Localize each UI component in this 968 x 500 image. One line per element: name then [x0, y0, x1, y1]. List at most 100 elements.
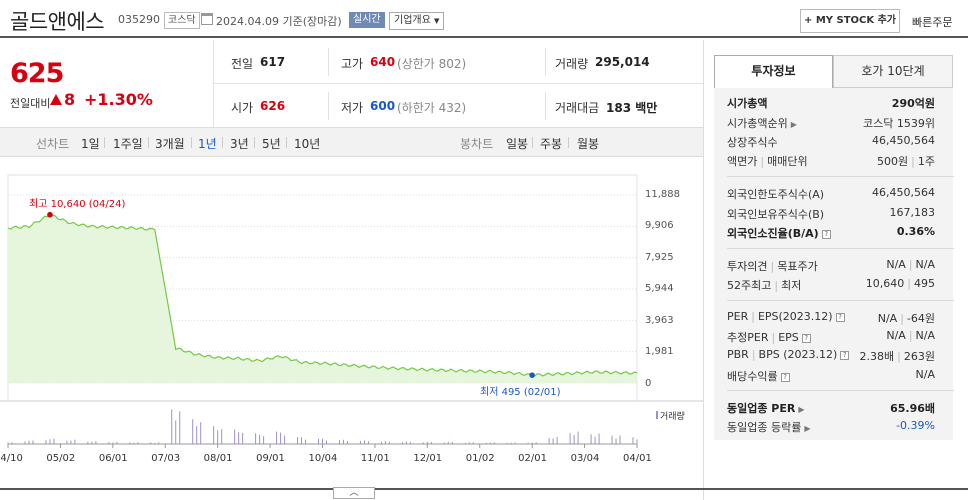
period-3m[interactable]: 3개월 — [155, 137, 185, 151]
section-divider — [727, 176, 954, 177]
bottom-border — [0, 488, 968, 490]
period-10y[interactable]: 10년 — [294, 137, 321, 151]
candle-weekly[interactable]: 주봉 — [540, 137, 563, 151]
market-cap-value: 290억원 — [891, 97, 935, 110]
period-divider — [254, 137, 255, 148]
x-tick-label: 06/01 — [98, 453, 128, 464]
low-annotation: 최저 495 (02/01) — [480, 387, 561, 398]
low-value: 600 — [370, 99, 396, 113]
help-icon[interactable]: ? — [835, 313, 845, 322]
change-label: 전일대비 — [10, 97, 51, 110]
x-tick-label: 04/01 — [623, 453, 652, 464]
x-tick-label: 04/10 — [0, 453, 23, 464]
amount-value: 183 백만 — [606, 101, 658, 115]
dividend-label: 배당수익률? — [727, 368, 790, 384]
period-1w[interactable]: 1주일 — [113, 137, 143, 151]
summary-divider — [545, 48, 546, 76]
period-divider — [104, 137, 105, 148]
low-label: 저가 — [341, 101, 364, 115]
y-tick-label: 7,925 — [645, 252, 674, 263]
volume-legend-swatch — [656, 411, 658, 419]
quick-order-label: 빠른주문 — [912, 16, 953, 29]
amount-label: 거래대금 — [555, 101, 600, 115]
pbr-bps-value: 2.38배 | 263원 — [859, 350, 935, 363]
period-divider — [286, 137, 287, 148]
change-percent: +1.30% — [84, 90, 153, 109]
market-cap-rank-value: 코스닥 1539위 — [863, 117, 935, 130]
per-eps-value: N/A | -64원 — [877, 312, 935, 325]
stock-header: 골드앤에스 035290 코스닥 2024.04.09 기준(장마감) 실시간 … — [0, 0, 968, 38]
candle-daily[interactable]: 일봉 — [506, 137, 529, 151]
help-icon[interactable]: ? — [840, 351, 850, 360]
period-1y[interactable]: 1년 — [198, 137, 217, 151]
help-icon[interactable]: ? — [801, 334, 811, 343]
chevron-down-icon: ▼ — [434, 17, 440, 25]
company-info-dropdown[interactable]: 기업개요 ▼ — [389, 12, 445, 30]
x-tick-label: 10/04 — [308, 453, 338, 464]
market-cap-rank-label[interactable]: 시가총액순위 ▶ — [727, 117, 797, 130]
open-label: 시가 — [231, 101, 254, 115]
x-tick-label: 12/01 — [413, 453, 443, 464]
y-tick-label: 1,981 — [645, 346, 674, 357]
my-stock-add-button[interactable]: + MY STOCK 추가 — [800, 9, 900, 33]
section-divider — [727, 300, 954, 301]
period-divider — [222, 137, 223, 148]
volume-label: 거래량 — [555, 57, 589, 71]
est-per-value: N/A | N/A — [886, 329, 935, 342]
investment-info-panel: 투자정보 호가 10단계 시가총액 290억원 시가총액순위 ▶ 코스닥 1539… — [706, 40, 968, 500]
volume-value: 295,014 — [595, 55, 650, 69]
sector-per-label[interactable]: 동일업종 PER ▶ — [727, 402, 805, 415]
x-tick-label: 07/03 — [151, 453, 181, 464]
tab-orderbook[interactable]: 호가 10단계 — [833, 55, 953, 88]
volume-legend-label: 거래량 — [660, 412, 685, 422]
x-tick-label: 09/01 — [256, 453, 285, 464]
y-tick-label: 11,888 — [645, 189, 680, 200]
foreign-limit-value: 46,450,564 — [872, 186, 935, 199]
stock-code: 035290 — [118, 13, 160, 26]
company-info-label: 기업개요 — [394, 15, 431, 26]
summary-divider — [328, 48, 329, 76]
date-text: 2024.04.09 기준(장마감) — [216, 15, 342, 28]
high-label: 고가 — [341, 57, 364, 71]
price-chart[interactable] — [0, 0, 703, 470]
tab-investment-info[interactable]: 투자정보 — [714, 55, 833, 88]
period-divider — [568, 137, 569, 148]
line-chart-label: 선차트 — [36, 137, 70, 151]
chevron-up-icon: ︿ — [349, 488, 359, 498]
foreign-limit-label: 외국인한도주식수(A) — [727, 188, 825, 201]
market-badge: 코스닥 — [164, 12, 200, 29]
period-1d[interactable]: 1일 — [81, 137, 100, 151]
high-value: 640 — [370, 55, 396, 69]
period-bar: 선차트 1일 1주일 3개월 1년 3년 5년 10년 봉차트 일봉 주봉 월봉 — [0, 127, 703, 157]
chevron-right-icon: ▶ — [798, 405, 805, 414]
high-marker — [47, 211, 53, 218]
change-value-wrap: 8 — [50, 90, 75, 109]
sector-change-label[interactable]: 동일업종 등락률 ▶ — [727, 421, 811, 434]
low-marker — [529, 372, 535, 378]
candle-chart-label: 봉차트 — [460, 137, 494, 151]
y-tick-label: 9,906 — [645, 220, 674, 231]
volume-legend: 거래량 — [656, 409, 685, 422]
candle-monthly[interactable]: 월봉 — [577, 137, 600, 151]
x-tick-label: 02/01 — [518, 453, 547, 464]
foreign-holding-value: 167,183 — [889, 206, 936, 219]
opinion-value: N/A | N/A — [886, 258, 935, 271]
help-icon[interactable]: ? — [821, 230, 831, 239]
live-badge[interactable]: 실시간 — [349, 12, 385, 28]
change-value: 8 — [64, 90, 76, 109]
help-icon[interactable]: ? — [780, 373, 790, 382]
foreign-holding-label: 외국인보유주식수(B) — [727, 208, 825, 221]
x-tick-label: 08/01 — [203, 453, 233, 464]
period-divider — [191, 137, 192, 148]
collapse-button[interactable]: ︿ — [333, 487, 375, 499]
high-annotation: 최고 10,640 (04/24) — [29, 199, 126, 210]
y-tick-label: 3,963 — [645, 315, 674, 326]
period-3y[interactable]: 3년 — [230, 137, 249, 151]
period-5y[interactable]: 5년 — [262, 137, 281, 151]
chevron-right-icon: ▶ — [804, 424, 811, 433]
foreign-exhaustion-label: 외국인소진율(B/A)? — [727, 225, 831, 241]
upper-limit: (상한가 802) — [397, 57, 467, 71]
investment-info-body: 시가총액 290억원 시가총액순위 ▶ 코스닥 1539위 상장주식수 46,45… — [714, 88, 954, 440]
chevron-right-icon: ▶ — [790, 120, 797, 129]
quick-order-link[interactable]: 빠른주문 — [912, 14, 952, 30]
